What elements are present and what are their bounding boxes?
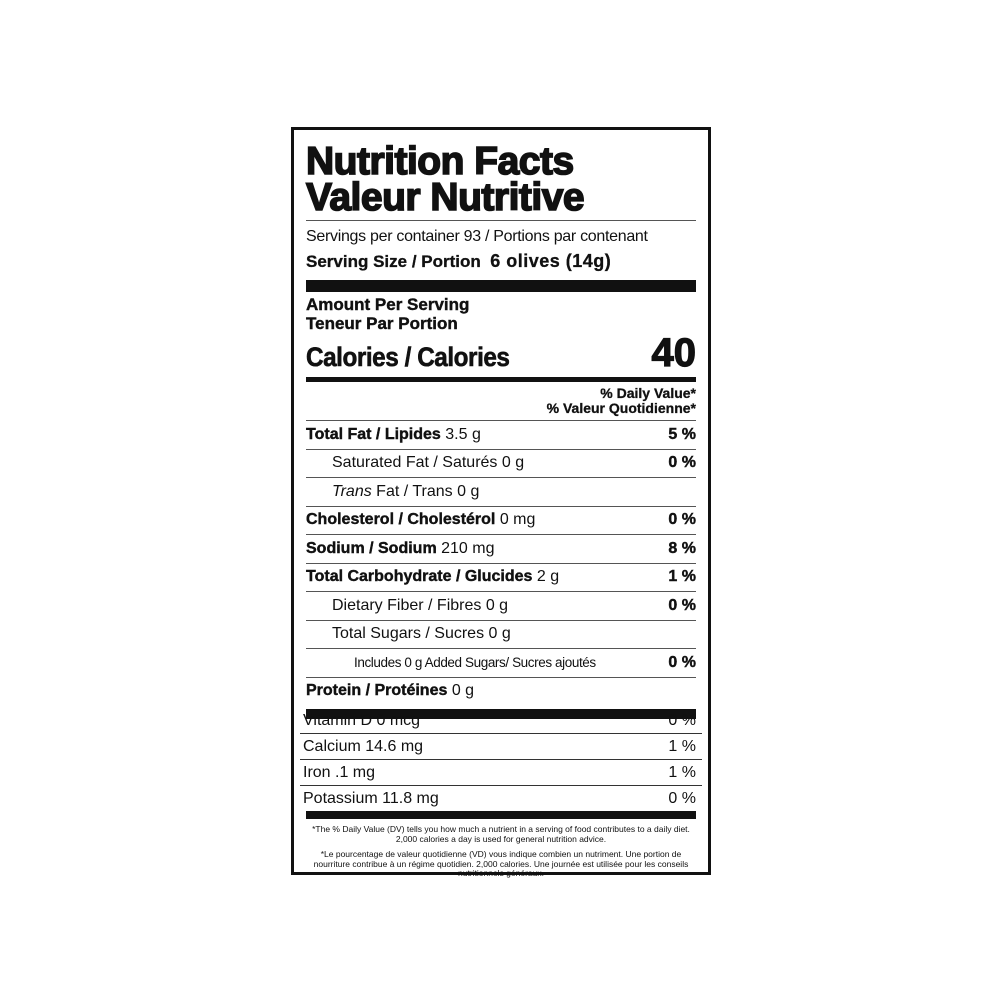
- nutrient-percent: 0 %: [668, 454, 696, 472]
- nutrient-label: Saturated Fat / Saturés 0 g: [306, 454, 524, 472]
- vitamin-label: Potassium 11.8 mg: [303, 789, 439, 807]
- vitamin-percent: 1 %: [668, 763, 696, 781]
- nutrient-percent: 0 %: [668, 511, 696, 529]
- amount-per-serving: Amount Per Serving: [306, 295, 470, 314]
- title-english: Nutrition Facts: [305, 140, 575, 183]
- nutrient-amount: 210 mg: [441, 539, 495, 557]
- teneur-par-portion: Teneur Par Portion: [306, 314, 458, 333]
- nutrient-amount: 0 g: [488, 625, 511, 643]
- thick-divider: [306, 709, 696, 719]
- vitamin-row: Vitamin D 0 mcg 0 %: [300, 708, 702, 734]
- divider: [306, 220, 696, 221]
- vitamin-percent: 0 %: [668, 711, 696, 729]
- nutrient-name: Total Carbohydrate / Glucides: [306, 568, 533, 586]
- nutrient-percent: 1 %: [668, 568, 696, 586]
- vitamin-label: Iron .1 mg: [303, 763, 376, 781]
- nutrient-row: Cholesterol / Cholestérol 0 mg 0 %: [306, 505, 696, 535]
- nutrient-name: Trans Fat / Trans: [332, 482, 453, 500]
- serving-size-value: 6 olives (14g): [490, 251, 612, 271]
- thick-divider: [306, 280, 696, 292]
- nutrient-name: Total Fat / Lipides: [306, 425, 441, 443]
- nutrient-name: Total Sugars / Sucres: [332, 625, 485, 643]
- nutrient-name: Protein / Protéines: [306, 682, 448, 700]
- nutrient-percent: 0 %: [668, 596, 696, 614]
- nutrient-label: Total Sugars / Sucres 0 g: [306, 625, 511, 643]
- daily-value-fr: % Valeur Quotidienne*: [546, 400, 696, 416]
- nutrient-name: Includes 0 g Added Sugars/ Sucres ajouté…: [354, 655, 596, 671]
- nutrient-percent: 0 %: [668, 653, 696, 671]
- calories-value: 40: [651, 331, 697, 375]
- nutrient-amount: 0 g: [451, 682, 475, 700]
- nutrient-percent: 8 %: [668, 539, 696, 557]
- nutrient-label: Includes 0 g Added Sugars/ Sucres ajouté…: [306, 655, 596, 670]
- nutrient-label: Cholesterol / Cholestérol 0 mg: [306, 511, 536, 529]
- vitamin-row: Potassium 11.8 mg 0 %: [300, 786, 702, 811]
- vitamin-label: Vitamin D 0 mcg: [303, 711, 421, 729]
- footnote: *The % Daily Value (DV) tells you how mu…: [306, 824, 696, 879]
- footnote-french: *Le pourcentage de valeur quotidienne (V…: [313, 849, 689, 878]
- medium-divider: [306, 377, 696, 382]
- nutrient-name: Cholesterol / Cholestérol: [306, 511, 496, 529]
- nutrient-name: Sodium / Sodium: [306, 539, 437, 557]
- nutrient-row: Sodium / Sodium 210 mg 8 %: [306, 534, 696, 563]
- nutrient-name: Dietary Fiber / Fibres: [332, 596, 482, 614]
- nutrient-label: Dietary Fiber / Fibres 0 g: [306, 597, 508, 615]
- nutrient-amount: 0 g: [485, 596, 509, 614]
- nutrient-label: Protein / Protéines 0 g: [306, 682, 474, 700]
- calories-row: Calories / Calories 40: [306, 331, 697, 375]
- footnote-english: *The % Daily Value (DV) tells you how mu…: [312, 824, 690, 844]
- nutrient-label: Trans Fat / Trans 0 g: [306, 483, 479, 501]
- nutrient-label: Sodium / Sodium 210 mg: [306, 540, 495, 558]
- vitamin-row: Calcium 14.6 mg 1 %: [300, 734, 702, 760]
- nutrient-row: Total Carbohydrate / Glucides 2 g 1 %: [306, 562, 696, 592]
- vitamin-row: Iron .1 mg 1 %: [300, 760, 702, 786]
- nutrient-percent: 5 %: [668, 425, 696, 443]
- vitamin-label: Calcium 14.6 mg: [303, 737, 424, 755]
- vitamin-percent: 0 %: [668, 789, 696, 807]
- vitamin-list: Vitamin D 0 mcg 0 % Calcium 14.6 mg 1 % Iron…: [300, 708, 702, 811]
- calories-label: Calories / Calories: [306, 342, 510, 373]
- nutrient-amount: 0 g: [457, 482, 480, 500]
- nutrient-row: Trans Fat / Trans 0 g: [306, 477, 696, 506]
- vitamin-percent: 1 %: [668, 737, 696, 755]
- nutrient-row: Total Fat / Lipides 3.5 g 5 %: [306, 420, 696, 449]
- nutrient-row: Protein / Protéines 0 g: [306, 676, 696, 706]
- nutrient-amount: 2 g: [536, 568, 560, 586]
- thick-divider: [306, 811, 696, 819]
- nutrient-list: Total Fat / Lipides 3.5 g 5 % Saturated Fa…: [306, 420, 696, 705]
- nutrient-label: Total Fat / Lipides 3.5 g: [306, 426, 481, 444]
- nutrient-row: Includes 0 g Added Sugars/ Sucres ajouté…: [306, 648, 696, 677]
- nutrient-row: Dietary Fiber / Fibres 0 g 0 %: [306, 591, 696, 620]
- daily-value-header: % Daily Value* % Valeur Quotidienne*: [306, 382, 696, 420]
- servings-per-container: Servings per container 93 / Portions par…: [306, 228, 648, 245]
- nutrient-name: Saturated Fat / Saturés: [332, 454, 498, 472]
- nutrient-amount: 0 g: [501, 454, 525, 472]
- nutrient-amount: 0 mg: [499, 511, 536, 529]
- title-french: Valeur Nutritive: [305, 176, 585, 219]
- serving-size: Serving Size / Portion 6 olives (14g): [306, 249, 696, 274]
- nutrient-amount: 3.5 g: [445, 425, 481, 443]
- daily-value-en: % Daily Value*: [600, 385, 696, 401]
- nutrient-row: Saturated Fat / Saturés 0 g 0 %: [306, 448, 696, 478]
- nutrient-label: Total Carbohydrate / Glucides 2 g: [306, 568, 559, 586]
- nutrient-row: Total Sugars / Sucres 0 g: [306, 619, 696, 649]
- serving-size-label: Serving Size / Portion: [306, 252, 481, 271]
- nutrition-facts-label: Nutrition Facts Valeur Nutritive Serving…: [291, 127, 711, 878]
